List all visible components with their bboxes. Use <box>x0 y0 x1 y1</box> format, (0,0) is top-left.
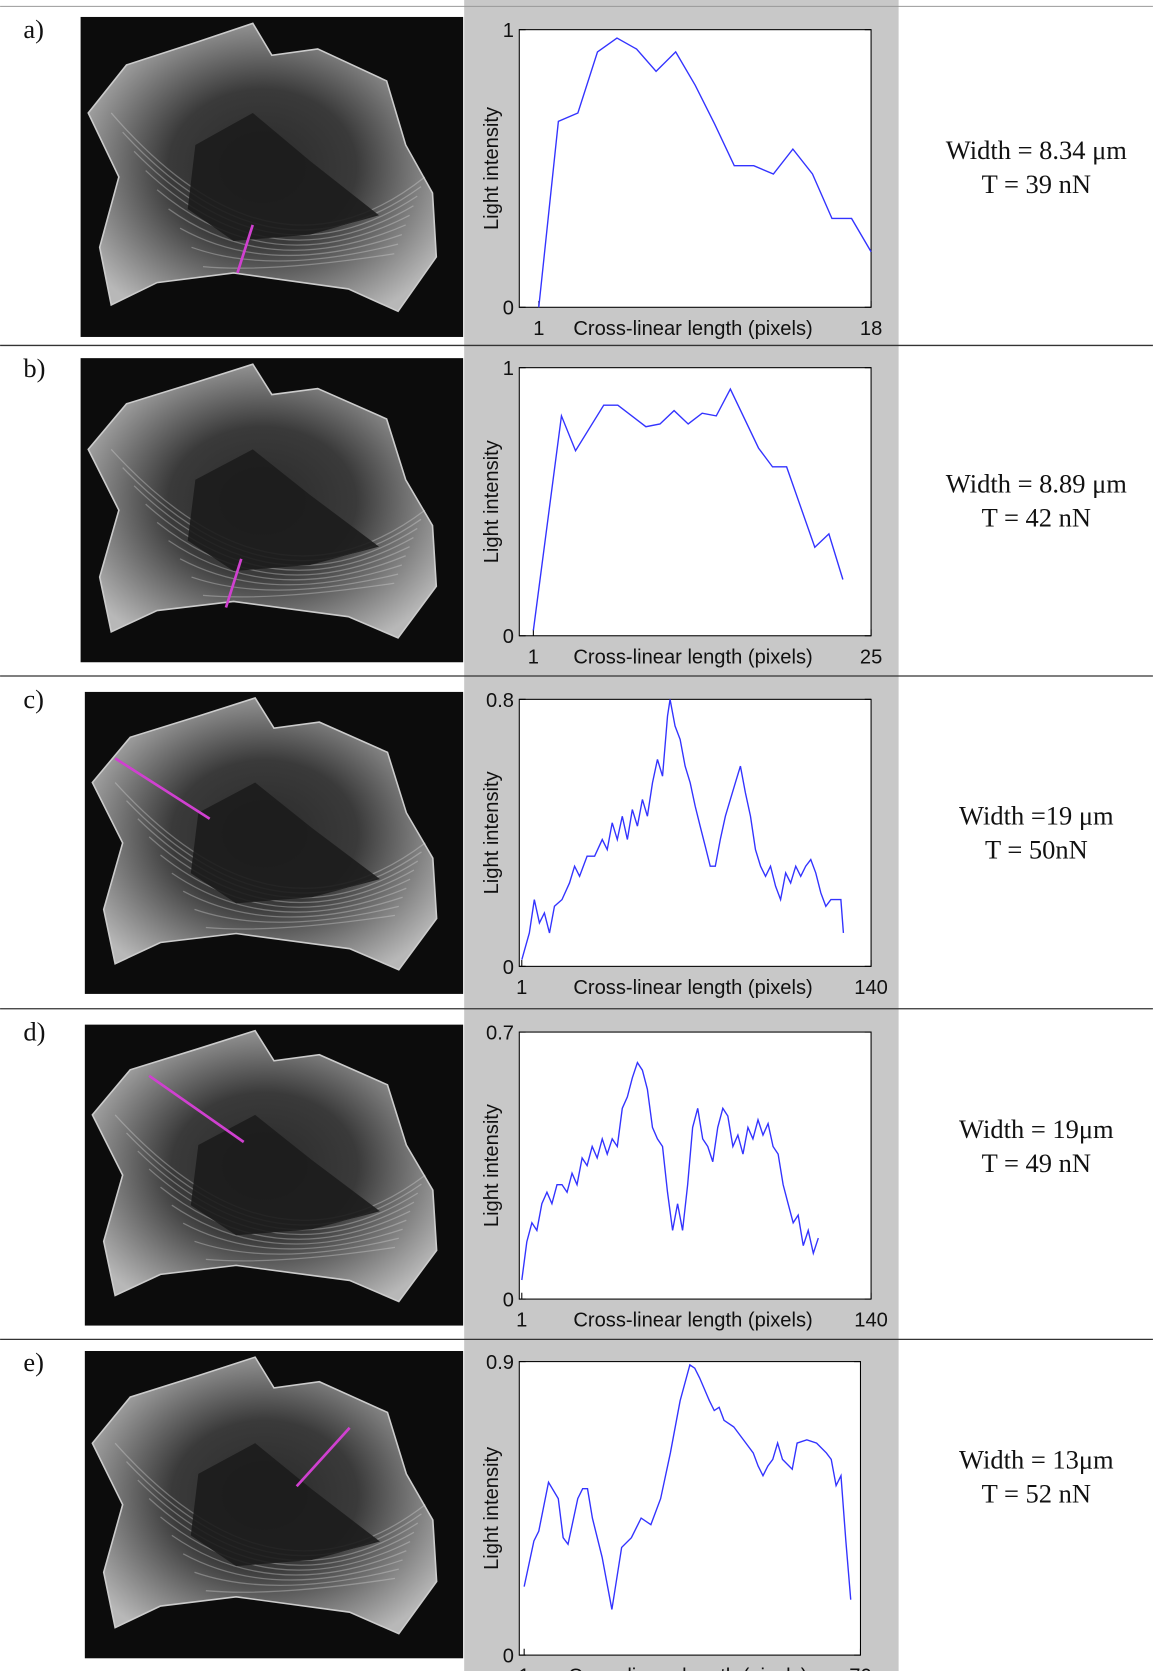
annotation: Width =19 μm <box>959 800 1114 830</box>
y-tick-label: 1 <box>503 358 514 380</box>
line-series <box>521 699 845 960</box>
fiber <box>194 905 399 923</box>
panel-label: b) <box>23 353 45 383</box>
annotation: T = 52 nN <box>982 1479 1091 1509</box>
y-tick-label: 1 <box>503 20 514 42</box>
fiber <box>191 573 399 591</box>
nucleus <box>190 782 380 904</box>
annotation: Width = 8.34 μm <box>946 135 1127 165</box>
y-tick-label: 0.8 <box>486 690 514 712</box>
annotation: Width = 8.89 μm <box>946 469 1127 499</box>
fiber <box>168 208 406 251</box>
line-series <box>532 387 844 631</box>
y-tick-label: 0 <box>503 298 514 320</box>
fiber <box>156 521 410 576</box>
line-series <box>523 1363 852 1610</box>
nucleus <box>187 112 379 241</box>
fiber <box>194 1568 399 1586</box>
annotation: T = 42 nN <box>982 503 1091 533</box>
fiber <box>171 872 407 913</box>
fiber <box>179 558 403 586</box>
y-axis-label: Light intensity <box>481 770 503 894</box>
nucleus <box>190 1114 380 1236</box>
y-axis-label: Light intensity <box>481 1446 503 1570</box>
plot-area <box>518 1031 872 1300</box>
nucleus <box>187 449 379 572</box>
cut-line <box>295 1426 351 1488</box>
fiber <box>160 1516 411 1571</box>
annotation: T = 39 nN <box>982 169 1091 199</box>
plot-area <box>518 1361 862 1656</box>
cut-line <box>236 224 254 274</box>
annotation: Width = 13μm <box>959 1445 1114 1475</box>
annotation: T = 49 nN <box>982 1148 1091 1178</box>
x-tick-label: 1 <box>528 646 539 668</box>
fiber <box>148 836 415 904</box>
fiber <box>202 582 395 598</box>
x-axis-label: Cross-linear length (pixels) <box>573 977 812 999</box>
y-axis-label: Light intensity <box>481 1103 503 1227</box>
x-tick-label: 140 <box>854 1310 888 1332</box>
fiber <box>145 170 414 241</box>
fiber <box>156 189 410 246</box>
y-tick-label: 0 <box>503 626 514 648</box>
y-tick-label: 0 <box>503 957 514 979</box>
x-tick-label: 1 <box>516 977 527 999</box>
cut-line <box>148 1074 245 1144</box>
plot-area <box>518 367 872 637</box>
annotation: Width = 19μm <box>959 1114 1114 1144</box>
x-tick-label: 1 <box>519 1666 530 1671</box>
annotation: T = 50nN <box>985 834 1088 864</box>
x-axis-label: Cross-linear length (pixels) <box>573 318 812 340</box>
fiber <box>182 1553 403 1581</box>
fiber <box>148 1498 415 1566</box>
x-tick-label: 25 <box>860 646 882 668</box>
fiber <box>205 1577 396 1593</box>
x-tick-label: 18 <box>860 318 882 340</box>
fiber <box>171 1534 407 1576</box>
fiber <box>202 253 395 269</box>
panel-label: e) <box>23 1347 44 1377</box>
y-tick-label: 0 <box>503 1646 514 1668</box>
y-tick-label: 0 <box>503 1289 514 1311</box>
fiber <box>194 1237 399 1255</box>
fiber <box>145 503 414 571</box>
fiber <box>182 890 403 918</box>
cut-line <box>224 558 243 608</box>
fiber <box>179 227 403 257</box>
x-axis-label: Cross-linear length (pixels) <box>573 1310 812 1332</box>
nucleus <box>190 1443 380 1567</box>
line-series <box>521 1061 819 1281</box>
plot-area <box>518 29 872 308</box>
fiber <box>168 540 406 581</box>
x-tick-label: 70 <box>849 1666 871 1671</box>
fiber <box>148 1168 415 1236</box>
y-tick-label: 0.7 <box>486 1022 514 1044</box>
y-tick-label: 0.9 <box>486 1352 514 1374</box>
panel-label: d) <box>23 1017 45 1047</box>
fiber <box>160 1186 411 1240</box>
panel-label: a) <box>23 14 44 44</box>
line-series <box>538 37 872 308</box>
x-axis-label: Cross-linear length (pixels) <box>573 646 812 668</box>
y-axis-label: Light intensity <box>481 439 503 563</box>
x-tick-label: 140 <box>854 977 888 999</box>
x-tick-label: 1 <box>533 318 544 340</box>
y-axis-label: Light intensity <box>481 106 503 230</box>
fiber <box>171 1204 407 1245</box>
fiber <box>160 854 411 908</box>
x-tick-label: 1 <box>516 1310 527 1332</box>
cut-line <box>114 757 211 820</box>
fiber <box>205 1246 396 1262</box>
fiber <box>205 914 396 930</box>
fiber <box>182 1222 403 1250</box>
plot-area <box>518 698 872 967</box>
fiber <box>191 243 399 262</box>
x-axis-label: Cross-linear length (pixels) <box>568 1666 807 1671</box>
panel-label: c) <box>23 684 44 714</box>
